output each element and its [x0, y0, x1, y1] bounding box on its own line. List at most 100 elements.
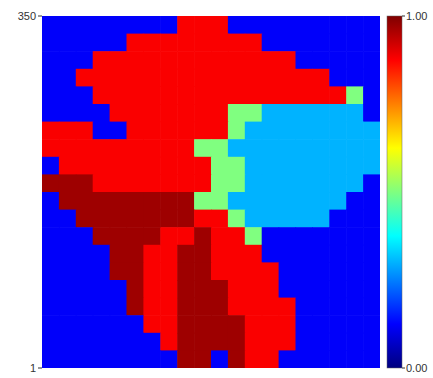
heatmap-cell: [127, 157, 145, 175]
heatmap-cell: [245, 51, 262, 69]
heatmap-cell: [143, 16, 161, 34]
heatmap-cell: [160, 139, 178, 157]
heatmap-cell: [363, 157, 380, 175]
heatmap-cell: [245, 315, 262, 333]
heatmap-cell: [363, 122, 380, 140]
heatmap-cell: [296, 16, 314, 34]
heatmap-cell: [279, 16, 297, 34]
heatmap-cell: [194, 16, 212, 34]
heatmap-cell: [76, 51, 94, 69]
heatmap-cell: [312, 86, 330, 104]
heatmap-cell: [312, 210, 330, 228]
heatmap-cell: [211, 104, 229, 122]
heatmap-cell: [110, 69, 128, 87]
heatmap-cell: [76, 122, 94, 140]
heatmap-cell: [110, 350, 128, 368]
heatmap-cell: [211, 157, 229, 175]
heatmap-cell: [228, 122, 246, 140]
heatmap-cell: [76, 227, 94, 245]
heatmap-cell: [93, 122, 111, 140]
heatmap-cell: [143, 210, 161, 228]
heatmap-cell: [346, 122, 364, 140]
heatmap-cell: [262, 245, 280, 263]
heatmap-cell: [245, 69, 262, 87]
heatmap-cell: [245, 298, 262, 316]
heatmap-cell: [296, 34, 314, 52]
heatmap-cell: [194, 86, 212, 104]
heatmap-cell: [42, 210, 60, 228]
heatmap-cell: [93, 210, 111, 228]
heatmap-cell: [143, 298, 161, 316]
heatmap-cell: [312, 350, 330, 368]
heatmap-cell: [110, 227, 128, 245]
heatmap-cell: [59, 104, 77, 122]
heatmap-cell: [279, 210, 297, 228]
heatmap-cell: [93, 298, 111, 316]
heatmap-cell: [262, 51, 280, 69]
heatmap-cell: [279, 280, 297, 298]
heatmap-cell: [279, 298, 297, 316]
heatmap-cell: [262, 139, 280, 157]
heatmap-cell: [329, 280, 347, 298]
heatmap-cell: [262, 280, 280, 298]
heatmap-cell: [211, 350, 229, 368]
heatmap-cell: [177, 69, 195, 87]
heatmap-cell: [194, 69, 212, 87]
heatmap-cell: [363, 34, 380, 52]
heatmap-cell: [76, 210, 94, 228]
heatmap-cell: [127, 51, 145, 69]
heatmap-cell: [42, 333, 60, 351]
heatmap-cell: [296, 298, 314, 316]
heatmap-cell: [329, 139, 347, 157]
heatmap-cell: [110, 280, 128, 298]
heatmap-cell: [160, 333, 178, 351]
heatmap-cell: [177, 139, 195, 157]
heatmap-cell: [346, 245, 364, 263]
heatmap-cell: [262, 210, 280, 228]
heatmap-cell: [59, 157, 77, 175]
heatmap-cell: [363, 315, 380, 333]
heatmap-cell: [245, 333, 262, 351]
heatmap-cell: [296, 333, 314, 351]
heatmap-cell: [59, 34, 77, 52]
heatmap-cell: [211, 298, 229, 316]
heatmap-cell: [93, 34, 111, 52]
heatmap-cell: [228, 280, 246, 298]
heatmap-cell: [296, 174, 314, 192]
heatmap-cell: [279, 104, 297, 122]
heatmap-cell: [177, 34, 195, 52]
heatmap-cell: [143, 104, 161, 122]
heatmap-cell: [228, 51, 246, 69]
heatmap-cell: [346, 139, 364, 157]
heatmap-cell: [127, 245, 145, 263]
heatmap-cell: [160, 315, 178, 333]
heatmap-cell: [127, 16, 145, 34]
heatmap-cell: [228, 139, 246, 157]
heatmap-cell: [110, 298, 128, 316]
heatmap-cell: [59, 16, 77, 34]
heatmap-cell: [346, 34, 364, 52]
heatmap-cell: [363, 227, 380, 245]
heatmap-cell: [329, 34, 347, 52]
heatmap-cell: [329, 227, 347, 245]
heatmap-cell: [59, 192, 77, 210]
heatmap-cell: [228, 227, 246, 245]
heatmap-cell: [312, 104, 330, 122]
heatmap-cell: [211, 245, 229, 263]
heatmap-cell: [76, 350, 94, 368]
heatmap-cell: [59, 122, 77, 140]
heatmap-cell: [346, 280, 364, 298]
heatmap-cell: [127, 210, 145, 228]
heatmap-cell: [143, 86, 161, 104]
heatmap-cell: [93, 104, 111, 122]
heatmap-cell: [42, 104, 60, 122]
heatmap-cell: [177, 298, 195, 316]
chart: 13500.001.00: [0, 0, 433, 378]
heatmap-cell: [245, 157, 262, 175]
heatmap-cell: [93, 350, 111, 368]
heatmap-cell: [194, 350, 212, 368]
heatmap-cell: [363, 298, 380, 316]
heatmap-cell: [312, 298, 330, 316]
heatmap-cell: [110, 139, 128, 157]
heatmap-cell: [329, 174, 347, 192]
